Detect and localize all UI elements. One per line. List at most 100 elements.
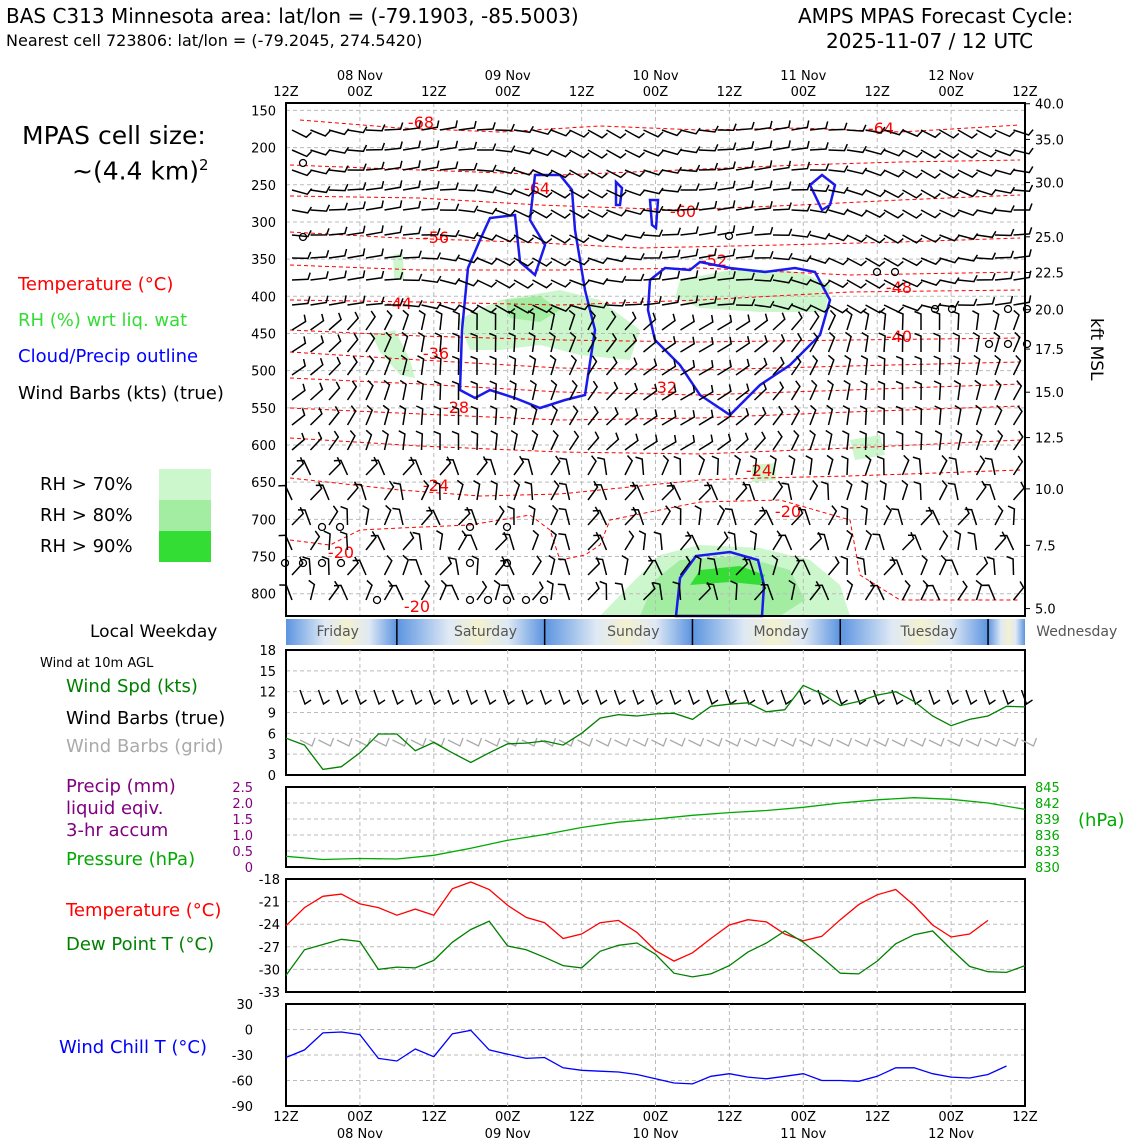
wind-barb-776 [558, 558, 571, 576]
wind-barb-439 [993, 331, 1001, 353]
legend-rh: RH (%) wrt liq. wat [18, 310, 188, 331]
wind-barb-364 [346, 311, 360, 331]
wind-barb-722 [309, 530, 321, 551]
temp-tick--27: -27 [259, 941, 280, 956]
calm-circle-27 [521, 595, 531, 605]
wind-barb-149 [809, 184, 830, 193]
wind-barb-541 [661, 409, 677, 426]
wind-barb-562 [309, 431, 323, 451]
kft-tick-6: 17.5 [1035, 343, 1064, 358]
wind-barb-536 [568, 405, 579, 426]
windchill-label: Wind Chill T (°C) [59, 1037, 207, 1058]
wind-barb-266 [754, 250, 774, 259]
legend-wind: Wind Barbs (kts) (true) [18, 383, 224, 404]
wind-barb-9 [439, 120, 458, 131]
sfc-wind-barb-grid-8 [447, 737, 464, 747]
wind-barb-294 [532, 279, 553, 289]
calm-circle-23 [372, 595, 382, 605]
wind-barb-660 [630, 484, 645, 501]
wind-barb-612 [483, 458, 497, 476]
wind-barb-47 [402, 140, 422, 151]
wind-barb-529 [433, 405, 442, 426]
wind-barb-802 [308, 579, 316, 601]
wind-barb-573 [510, 429, 518, 451]
wind-barb-656 [558, 482, 571, 501]
wind-barb-746 [749, 530, 758, 551]
wind-barb-495 [550, 379, 558, 401]
wind-barb-807 [389, 584, 404, 601]
wind-barb-354 [902, 304, 923, 312]
wind-barb-700 [631, 508, 645, 526]
wind-barb-71 [846, 145, 867, 154]
wind-barb-100 [643, 168, 664, 176]
weekday-band-0 [286, 619, 397, 645]
sfc-wind-barb-grid-37 [984, 737, 1001, 747]
wind-barb-766 [383, 555, 393, 576]
wind-barb-2 [310, 129, 331, 137]
wind-barb-289 [439, 277, 461, 285]
wind-barb-272 [865, 257, 886, 267]
calm-circle-20 [336, 558, 346, 568]
wind-barb-36 [939, 129, 960, 139]
wind-barb-18 [606, 129, 627, 139]
wind-barb-424 [717, 336, 733, 353]
wind-barb-582 [680, 434, 696, 451]
wind-barb-553 [877, 405, 885, 426]
wind-barb-513 [877, 380, 886, 401]
sfc-wind-barb-true-13 [539, 689, 552, 706]
wind-barb-380 [643, 312, 657, 331]
wind-barb-117 [957, 169, 979, 178]
wind-barb-376 [568, 309, 576, 331]
wind-barb-797 [944, 559, 959, 576]
wind-barb-268 [791, 255, 812, 263]
wind-barb-820 [642, 581, 656, 601]
wind-barb-81 [291, 169, 313, 177]
wind-barb-144 [717, 180, 736, 191]
wind-barb-456 [568, 354, 577, 376]
wind-barb-66 [754, 140, 773, 151]
wind-barb-169 [439, 203, 460, 211]
wind-barb-283 [328, 270, 347, 281]
kft-tick-5: 20.0 [1035, 304, 1064, 319]
wind-barb-5 [365, 124, 386, 132]
wind-barb-479 [994, 354, 1001, 376]
legend-rh-swatch-2 [159, 500, 211, 531]
wind-barb-15 [550, 129, 572, 137]
wind-barb-150 [828, 186, 849, 194]
wind-barb-500 [643, 383, 658, 401]
wind-barb-213 [513, 234, 534, 244]
wind-barb-340 [643, 296, 662, 306]
wind-barb-287 [402, 273, 423, 282]
weekday-label-3: Monday [753, 624, 808, 640]
wind-barb-440 [1012, 331, 1021, 353]
wind-barb-519 [994, 379, 1002, 401]
calm-circle-1 [298, 158, 308, 168]
wind-barb-436 [933, 332, 941, 353]
wind-barb-33 [883, 128, 905, 136]
wind-barb-554 [895, 405, 904, 425]
wind-barb-265 [735, 249, 755, 259]
wind-barb-390 [827, 309, 837, 331]
wind-barb-418 [605, 332, 618, 353]
wind-barb-291 [476, 279, 498, 288]
sfc-wind-barb-grid-16 [595, 737, 612, 747]
wind-barb-269 [809, 257, 831, 264]
wind-barb-97 [587, 169, 608, 179]
wind-barb-511 [843, 379, 851, 401]
wind-barb-346 [754, 300, 775, 309]
wind-barb-569 [433, 430, 441, 451]
sfc-wind-barb-grid-34 [928, 737, 945, 747]
sfc-wind-barb-grid-31 [873, 737, 890, 747]
wind-barb-796 [938, 554, 947, 576]
wind-barb-414 [528, 332, 536, 353]
wind-barb-88 [421, 160, 440, 171]
wind-barb-514 [895, 380, 904, 400]
wind-barb-304 [717, 271, 736, 281]
wind-barb-154 [902, 189, 923, 199]
wspd-tick-9: 9 [268, 707, 276, 722]
wind-barb-188 [791, 204, 811, 212]
wind-barb-313 [883, 279, 904, 289]
sfc-wind-barb-grid-0 [299, 737, 316, 747]
wind-barb-720 [1007, 505, 1016, 526]
cloud-outline-4 [648, 198, 660, 231]
